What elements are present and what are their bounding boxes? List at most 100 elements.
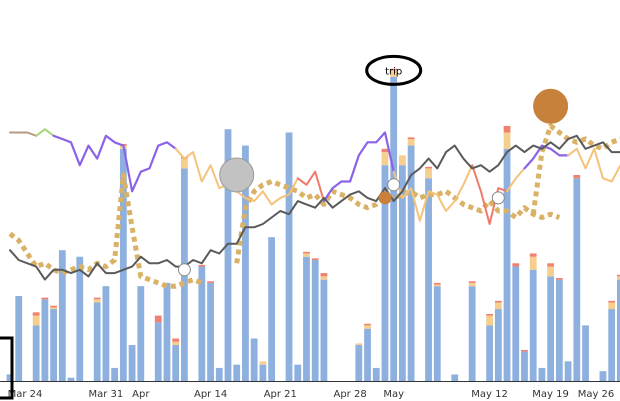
marker-5 bbox=[533, 88, 569, 124]
bar-segment-v-51 bbox=[451, 374, 459, 381]
bar-segment-v-18 bbox=[163, 282, 171, 381]
bar-segment-v-26 bbox=[233, 364, 241, 381]
annotation-ellipse bbox=[365, 54, 423, 86]
bar-segment-top-3 bbox=[32, 312, 40, 316]
bar-segment-top-63 bbox=[555, 278, 563, 280]
bar-segment-top-57 bbox=[503, 125, 511, 133]
bar-segment-v-44 bbox=[390, 76, 398, 381]
series-line-10 bbox=[567, 147, 620, 183]
bar-segment-v-4 bbox=[41, 299, 49, 381]
series-line-8 bbox=[506, 167, 526, 193]
series-line-11 bbox=[9, 134, 620, 281]
selection-box bbox=[0, 336, 14, 400]
bar-segment-mid-53 bbox=[468, 282, 476, 287]
bar-segment-top-49 bbox=[433, 282, 441, 285]
bar-segment-v-3 bbox=[32, 325, 40, 381]
series-line-7 bbox=[471, 164, 508, 225]
bar-segment-v-65 bbox=[573, 178, 581, 381]
bar-segment-mid-48 bbox=[425, 168, 432, 179]
bar-segment-top-34 bbox=[303, 251, 310, 254]
x-axis-ticks: Mar 24 Mar 31 Apr Apr 14 Apr 21 Apr 28 May May … bbox=[8, 389, 615, 400]
bar-segment-v-45 bbox=[399, 165, 406, 381]
bar-segment-v-63 bbox=[555, 279, 563, 381]
bar-segment-mid-45 bbox=[399, 155, 406, 166]
bar-segment-mid-62 bbox=[547, 266, 555, 277]
bar-segment-v-41 bbox=[364, 328, 371, 381]
series-line-6 bbox=[392, 164, 474, 222]
series-line-9 bbox=[523, 144, 570, 170]
bar-segment-v-32 bbox=[285, 132, 293, 381]
bar-segment-top-19 bbox=[172, 338, 180, 342]
bar-segment-top-60 bbox=[529, 253, 537, 257]
bar-segment-v-36 bbox=[320, 279, 328, 381]
bar-segment-v-48 bbox=[425, 178, 432, 381]
bar-segment-top-53 bbox=[468, 281, 476, 283]
bar-segment-v-53 bbox=[468, 286, 476, 381]
x-tick-label-5: Apr 28 bbox=[333, 389, 366, 400]
bar-segment-v-69 bbox=[608, 309, 616, 381]
bar-segment-v-8 bbox=[76, 256, 84, 381]
x-tick-label-6: May bbox=[383, 389, 404, 400]
bar-segment-mid-49 bbox=[433, 284, 441, 287]
bar-segment-v-28 bbox=[250, 338, 258, 381]
bar-segment-top-58 bbox=[512, 263, 520, 267]
bar-segment-top-55 bbox=[486, 313, 493, 316]
bar-segment-v-6 bbox=[58, 250, 66, 381]
bar-segment-mid-41 bbox=[364, 325, 371, 329]
bar-segment-v-46 bbox=[407, 145, 415, 381]
bar-segment-mid-60 bbox=[529, 256, 537, 270]
bar-segment-mid-36 bbox=[320, 276, 328, 280]
bar-segment-top-46 bbox=[407, 137, 415, 140]
annotation-layer: trip bbox=[365, 54, 423, 86]
bar-segment-mid-44 bbox=[390, 70, 398, 77]
bar-segment-top-62 bbox=[547, 263, 555, 267]
bar-segment-v-23 bbox=[207, 282, 214, 381]
bar-segment-v-1 bbox=[15, 295, 23, 381]
bar-segment-v-0 bbox=[6, 374, 14, 381]
bar-segment-top-56 bbox=[494, 300, 502, 303]
marker-2 bbox=[378, 191, 392, 205]
bar-segment-top-69 bbox=[608, 300, 616, 303]
series-line-0 bbox=[9, 131, 38, 137]
bar-segment-v-12 bbox=[111, 367, 119, 381]
bar-segment-v-57 bbox=[503, 148, 511, 381]
bar-segment-v-43 bbox=[381, 165, 389, 381]
bar-segment-top-59 bbox=[521, 349, 528, 352]
bar-segment-v-22 bbox=[198, 266, 206, 381]
series-line-2 bbox=[52, 134, 177, 193]
bar-segment-v-70 bbox=[617, 279, 620, 381]
bar-segment-mid-55 bbox=[486, 315, 493, 326]
bar-segment-top-23 bbox=[207, 281, 214, 283]
bar-segment-v-17 bbox=[154, 322, 162, 381]
bar-segment-v-62 bbox=[547, 276, 555, 381]
bar-segment-v-64 bbox=[564, 361, 572, 381]
bar-segment-top-41 bbox=[364, 323, 371, 326]
bar-segment-v-55 bbox=[486, 325, 493, 381]
bar-segment-v-58 bbox=[512, 266, 520, 381]
bar-segment-top-5 bbox=[50, 305, 57, 308]
bar-segment-v-30 bbox=[268, 237, 275, 381]
bar-segment-mid-57 bbox=[503, 132, 511, 149]
series-line-4 bbox=[296, 170, 325, 203]
x-tick-label-2: Apr bbox=[132, 389, 150, 400]
marker-3 bbox=[387, 178, 401, 192]
bar-segment-v-66 bbox=[582, 325, 589, 381]
bar-segment-v-7 bbox=[67, 377, 75, 381]
bar-segment-v-42 bbox=[372, 367, 380, 381]
bar-segment-v-15 bbox=[137, 286, 145, 381]
bar-segment-v-40 bbox=[355, 345, 363, 381]
bar-segment-mid-43 bbox=[381, 152, 389, 166]
bar-segment-v-34 bbox=[303, 256, 310, 381]
bar-segment-top-17 bbox=[154, 315, 162, 323]
bar-segment-mid-29 bbox=[259, 361, 267, 365]
x-tick-label-8: May 19 bbox=[532, 389, 569, 400]
annotation-label: trip bbox=[385, 66, 402, 77]
x-tick-label-1: Mar 31 bbox=[89, 389, 124, 400]
bar-segment-v-60 bbox=[529, 269, 537, 381]
bar-segment-v-27 bbox=[242, 145, 249, 381]
marker-0 bbox=[177, 263, 191, 277]
bar-segment-mid-19 bbox=[172, 341, 180, 346]
x-tick-label-3: Apr 14 bbox=[194, 389, 227, 400]
bar-segment-v-10 bbox=[93, 302, 101, 381]
bar-segment-v-11 bbox=[102, 286, 110, 381]
